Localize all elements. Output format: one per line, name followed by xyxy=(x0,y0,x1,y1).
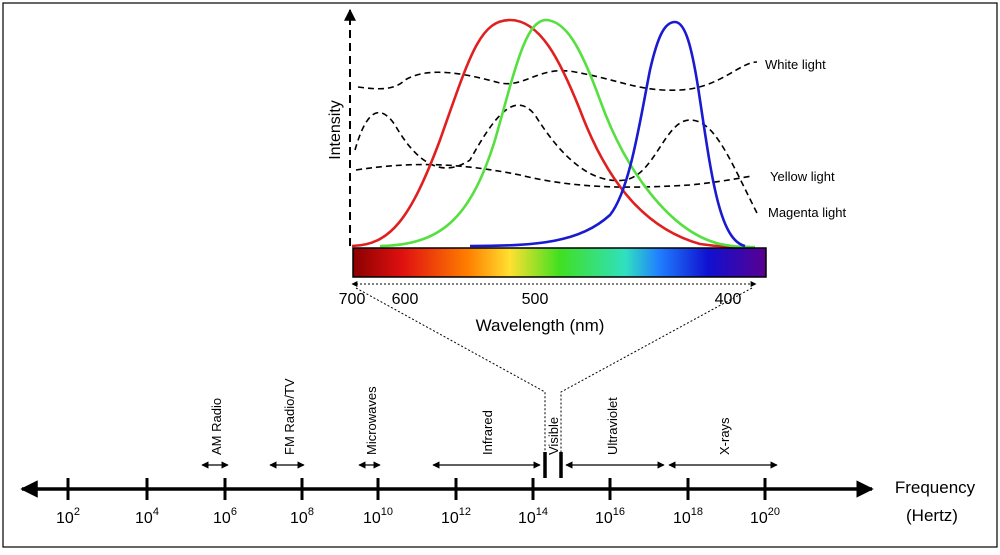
yellow-light-curve xyxy=(355,163,753,188)
red-cone-curve xyxy=(351,18,751,249)
wavelength-tick-600: 600 xyxy=(392,291,419,308)
band-label-ultraviolet: Ultraviolet xyxy=(605,397,620,455)
wavelength-tick-400: 400 xyxy=(715,291,742,308)
tick-label-10-16: 1016 xyxy=(595,506,625,527)
tick-label-10-20: 1020 xyxy=(750,506,780,527)
wavelength-axis-label: Wavelength (nm) xyxy=(476,316,605,335)
frequency-unit: (Hertz) xyxy=(906,506,958,525)
band-label-am-radio: AM Radio xyxy=(209,398,224,455)
tick-label-10-10: 1010 xyxy=(363,506,393,527)
tick-label-10-12: 1012 xyxy=(441,506,471,527)
band-label-x-rays: X-rays xyxy=(717,417,732,455)
frequency-title: Frequency xyxy=(895,478,976,497)
band-label-infrared: Infrared xyxy=(480,410,495,455)
tick-label-10-6: 106 xyxy=(213,506,237,527)
visible-color-bar xyxy=(352,247,767,278)
wavelength-tick-700: 700 xyxy=(339,291,366,308)
zoom-line-left xyxy=(355,287,546,452)
white-light-curve xyxy=(357,61,758,92)
intensity-axis-label: Intensity xyxy=(327,100,344,160)
spectrum-plot: Intensity White light Yellow light Magen… xyxy=(327,8,846,335)
magenta-light-label: Magenta light xyxy=(768,205,846,220)
tick-label-10-4: 104 xyxy=(135,506,159,527)
band-label-visible: Visible xyxy=(546,417,561,455)
zoom-line-right xyxy=(560,287,753,452)
green-cone-curve xyxy=(379,18,756,249)
band-label-microwaves: Microwaves xyxy=(364,386,379,455)
wavelength-tick-500: 500 xyxy=(522,291,549,308)
tick-label-10-8: 108 xyxy=(290,506,314,527)
magenta-light-curve xyxy=(354,104,759,216)
figure-border xyxy=(2,2,998,548)
tick-label-10-18: 1018 xyxy=(673,506,703,527)
tick-label-10-2: 102 xyxy=(56,506,80,527)
frequency-ticks xyxy=(66,478,767,500)
white-light-label: White light xyxy=(765,57,826,72)
em-spectrum: 102 104 106 108 1010 1012 1014 1016 1018… xyxy=(20,378,976,527)
yellow-light-label: Yellow light xyxy=(770,169,835,184)
band-label-fm-radio: FM Radio/TV xyxy=(282,378,297,455)
blue-cone-curve xyxy=(469,20,746,248)
tick-label-10-14: 1014 xyxy=(518,506,548,527)
